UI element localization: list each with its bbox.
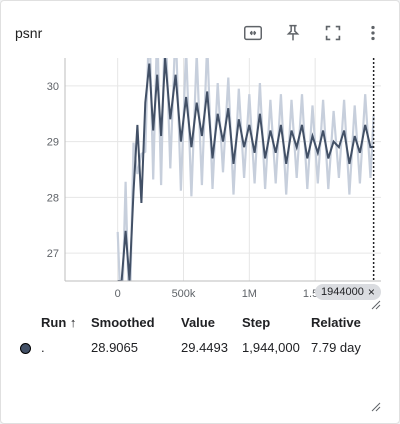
col-relative-header[interactable]: Relative [311,315,361,330]
y-tick-label: 28 [47,192,59,204]
more-vert-icon[interactable] [361,21,385,45]
y-tick-label: 27 [47,248,59,260]
close-icon[interactable]: × [367,285,375,299]
step-cursor-chip[interactable]: 1944000 × [315,284,381,300]
resize-handle-icon[interactable] [371,300,381,310]
smoothed-series [117,58,374,281]
run-relative: 7.79 day [311,340,361,355]
fit-domain-icon[interactable] [241,21,265,45]
col-smoothed-header[interactable]: Smoothed [91,315,155,330]
col-run-header[interactable]: Run ↑ [41,315,77,330]
resize-handle-icon[interactable] [371,402,381,412]
x-tick-label: 0 [115,288,121,300]
run-smoothed: 28.9065 [91,340,138,355]
col-step-header[interactable]: Step [242,315,271,330]
run-name: . [41,340,45,355]
smoothed-series-line [117,58,374,281]
raw-series-line [116,58,375,281]
col-value-header[interactable]: Value [181,315,215,330]
y-tick-label: 29 [47,137,59,149]
run-step: 1,944,000 [242,340,300,355]
step-cursor-label: 1944000 [321,286,364,298]
run-value: 29.4493 [181,340,228,355]
raw-series [116,58,375,281]
y-tick-label: 30 [47,81,59,93]
x-tick-label: 1M [242,288,257,300]
card-title: psnr [15,25,43,41]
psnr-chart[interactable]: 0500k1M1.5M27282930 [1,1,399,311]
run-color-dot [20,343,31,354]
chart-axes: 0500k1M1.5M27282930 [47,58,381,300]
x-tick-label: 500k [172,288,196,300]
pin-icon[interactable] [281,21,305,45]
fullscreen-icon[interactable] [321,21,345,45]
